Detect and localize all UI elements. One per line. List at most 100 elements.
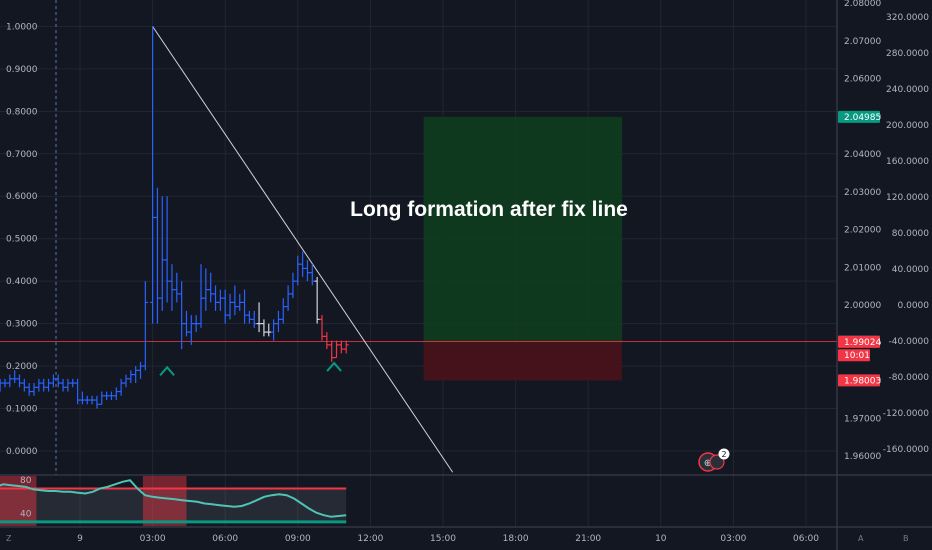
candle [79,391,85,405]
candle [319,315,325,341]
candle [174,272,180,303]
profit-zone [423,116,623,342]
candle [133,366,139,384]
left-axis-tick: 0.8000 [6,107,38,117]
candle [31,383,37,396]
candle [50,374,56,388]
right-axis-tick: 1.97000 [844,414,881,424]
right-percent-tick: 240.0000 [886,85,929,95]
candle [46,378,52,392]
candle [123,374,129,388]
candle [108,391,114,401]
signal-markers [159,361,342,376]
candle [290,272,296,299]
candle [208,272,214,303]
time-axis[interactable]: 9 03:00 06:00 09:00 12:00 15:00 18:00 21:00 10 03… [77,534,819,544]
time-tick: 06:00 [212,534,238,544]
auto-scale-button[interactable]: A [858,534,864,543]
candle [198,264,204,328]
candle [154,187,160,324]
right-percent-axis[interactable]: 320.0000 280.0000 240.0000 200.0000 160.0000… [883,13,929,455]
right-axis-tick: 2.00000 [844,301,881,311]
candle [142,281,148,371]
price-tag-bg [838,374,880,387]
candle [309,264,315,286]
trend-line[interactable] [152,26,454,473]
right-percent-tick: -80.0000 [889,373,930,383]
time-tick: 10 [655,534,667,544]
event-icon-glyph: ⊕ [704,458,712,469]
candle [232,285,238,316]
right-axis-tick: 2.06000 [844,75,881,85]
right-percent-tick: 40.0000 [892,265,929,275]
right-percent-tick: -120.0000 [883,409,929,419]
time-tick: 12:00 [357,534,383,544]
candle [188,315,194,345]
event-badge[interactable]: ⊕ 2 [698,448,730,472]
candle [266,323,272,337]
event-icon-secondary[interactable] [709,454,725,470]
right-percent-tick: -40.0000 [889,337,930,347]
time-tick: 03:00 [720,534,746,544]
price-tag-label: 2.04985 [844,113,881,123]
candle [89,395,95,405]
candle [159,196,165,311]
time-tick: 15:00 [430,534,456,544]
left-axis-tick: 0.1000 [6,405,38,415]
candles [0,26,349,409]
oscillator-pane[interactable]: 80 40 [0,476,347,526]
candle [21,378,27,392]
candle [324,332,330,350]
candle [70,378,76,388]
overbought-highlight [142,476,187,526]
candle [94,395,100,409]
candle [55,374,61,388]
price-tag: 2.04985 [838,110,881,123]
loss-zone [423,341,623,381]
right-axis-tick: 2.04000 [844,150,881,160]
log-scale-button[interactable]: B [903,534,909,543]
candle [84,395,90,405]
candle [213,285,219,311]
candle [65,378,71,392]
right-percent-tick: 160.0000 [886,157,929,167]
right-axis-tick: 2.08000 [844,0,881,9]
candle [7,374,13,388]
right-percent-tick: 0.0000 [898,301,930,311]
candle [12,370,18,384]
candle [104,391,110,401]
long-position-tool[interactable] [423,116,623,381]
candle [179,281,185,350]
right-axis-tick: 2.01000 [844,263,881,273]
right-percent-tick: 320.0000 [886,13,929,23]
price-tag-label: 1.98003 [844,376,881,386]
right-percent-tick: 80.0000 [892,229,929,239]
price-tag-label: 1.99024 [844,338,881,348]
candle [334,340,340,359]
candle [128,370,134,384]
candle [285,285,291,311]
price-tag: 1.99024 [838,335,881,348]
left-price-axis[interactable]: 1.0000 0.9000 0.8000 0.7000 0.6000 0.5000 0.40… [6,22,38,457]
candle [246,310,252,324]
oscillator-band [0,488,347,522]
chevron-up-icon [326,361,342,372]
right-percent-tick: 120.0000 [886,193,929,203]
time-tick: 06:00 [793,534,819,544]
candle [164,196,170,303]
left-axis-tick: 0.2000 [6,362,38,372]
price-tag: 10:01 [838,349,870,362]
left-axis-tick: 0.6000 [6,192,38,202]
candle [295,255,301,286]
left-axis-tick: 0.0000 [6,447,38,457]
right-axis-tick: 2.03000 [844,188,881,198]
candle [338,340,344,354]
candle [222,289,228,324]
candle [113,387,119,401]
price-tag: 1.98003 [838,374,881,387]
annotation-text[interactable]: Long formation after fix line [350,198,628,221]
bottom-left-label[interactable]: Z [6,534,12,543]
right-percent-tick: 280.0000 [886,49,929,59]
candle [41,378,47,392]
